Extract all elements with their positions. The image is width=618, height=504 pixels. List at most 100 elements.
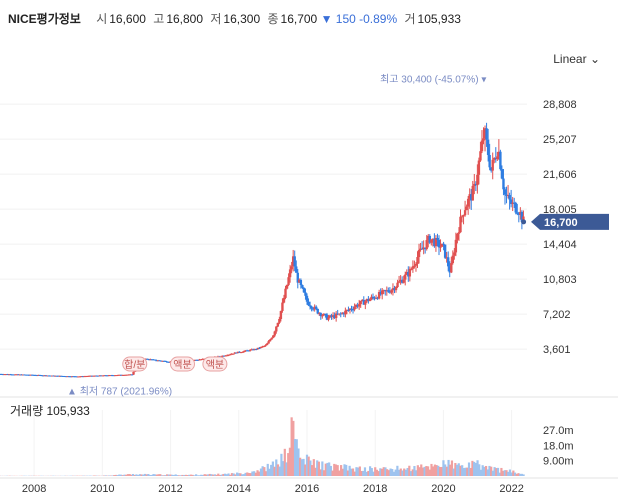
volume-bar (242, 474, 245, 476)
candle-body (388, 291, 392, 293)
candle-body (156, 360, 160, 362)
candle-body (120, 374, 123, 376)
volume-bar (137, 474, 140, 476)
volume-bar (104, 475, 107, 476)
current-price-badge (531, 213, 609, 230)
candle-body (14, 374, 17, 376)
volume-bar (241, 474, 244, 476)
candle-body (443, 244, 447, 258)
volume-bar (249, 473, 252, 476)
candle-body (351, 309, 355, 311)
candle-body (241, 351, 244, 353)
candle-body (508, 194, 511, 200)
candle-body (315, 306, 318, 309)
candle-body (324, 313, 327, 315)
volume-bar (271, 461, 274, 476)
volume-bar (329, 465, 332, 476)
volume-bar (384, 467, 387, 476)
volume-bar (283, 448, 286, 476)
event-badge (202, 356, 228, 372)
volume-bar (164, 475, 167, 476)
time-tick-label: 2008 (22, 483, 46, 495)
volume-bar (227, 473, 230, 476)
volume-bar (198, 475, 201, 476)
volume-bar (130, 474, 133, 476)
candle-body (503, 189, 507, 195)
price-tick-label: 7,202 (543, 309, 571, 321)
candle-body (279, 310, 283, 320)
volume-bar (336, 465, 339, 476)
volume-tick-label: 27.0m (543, 425, 574, 437)
candle-body (328, 315, 332, 318)
candle-body (427, 235, 430, 241)
candle-body (497, 151, 501, 157)
volume-bar (309, 460, 312, 476)
candle-body (222, 355, 226, 357)
volume-bar (264, 471, 268, 476)
candle-body (450, 263, 453, 273)
volume-bar (300, 459, 303, 476)
volume-bar (217, 473, 220, 476)
candle-body (296, 272, 299, 283)
volume-panel-label: 거래량 (10, 404, 44, 418)
chevron-down-icon: ⌄ (589, 52, 600, 66)
volume-bar (225, 474, 228, 476)
volume-bar (244, 472, 247, 476)
candle-body (423, 247, 427, 250)
candle-body (367, 299, 370, 302)
candle-body (307, 301, 310, 306)
candle-body (345, 309, 349, 311)
volume-bar (462, 468, 465, 476)
candle-body (377, 292, 381, 299)
volume-bar (517, 473, 520, 476)
volume-tick-label: 9.00m (543, 456, 574, 468)
price-tick-label: 18,005 (543, 204, 577, 216)
volume-bar (502, 470, 505, 476)
candle-body (15, 374, 19, 376)
volume-bar (479, 469, 483, 476)
candle-body (118, 374, 121, 376)
volume-bar (433, 464, 437, 476)
candle-body (34, 374, 37, 376)
volume-bar (432, 466, 435, 476)
time-tick-label: 2016 (295, 483, 319, 495)
candle-body (130, 374, 134, 376)
volume-bar (119, 474, 123, 476)
volume-bar (515, 473, 518, 476)
candle-body (488, 155, 491, 168)
close-value: 16,700 (280, 12, 318, 26)
candle-body (465, 206, 468, 211)
volume-bar (273, 466, 276, 476)
volume-bar (212, 474, 215, 476)
volume-bar (413, 466, 416, 476)
candle-body (127, 374, 131, 376)
candle-body (471, 185, 474, 201)
volume-bar (154, 474, 157, 476)
candle-body (463, 210, 467, 216)
scale-dropdown[interactable]: Linear ⌄ (553, 52, 600, 66)
volume-bar (292, 420, 295, 476)
volume-bar (343, 464, 346, 476)
candle-body (129, 374, 132, 376)
candle-body (305, 295, 309, 302)
volume-bar (177, 475, 181, 476)
volume-bar (171, 474, 174, 476)
candle-body (198, 359, 201, 361)
candle-body (407, 271, 410, 277)
volume-bar (391, 469, 394, 476)
volume-bar (213, 474, 216, 476)
candle-body (457, 232, 461, 234)
volume-bar (450, 460, 454, 476)
price-tick-label: 3,601 (543, 344, 571, 356)
volume-bar (461, 465, 464, 476)
candle-body (37, 374, 40, 376)
volume-bar (167, 474, 170, 476)
candle-body (109, 375, 112, 377)
candle-body (344, 310, 347, 315)
candle-body (57, 375, 60, 377)
candle-body (106, 375, 109, 377)
candle-body (24, 374, 28, 376)
candle-body (500, 169, 504, 179)
candle-body (113, 375, 117, 377)
